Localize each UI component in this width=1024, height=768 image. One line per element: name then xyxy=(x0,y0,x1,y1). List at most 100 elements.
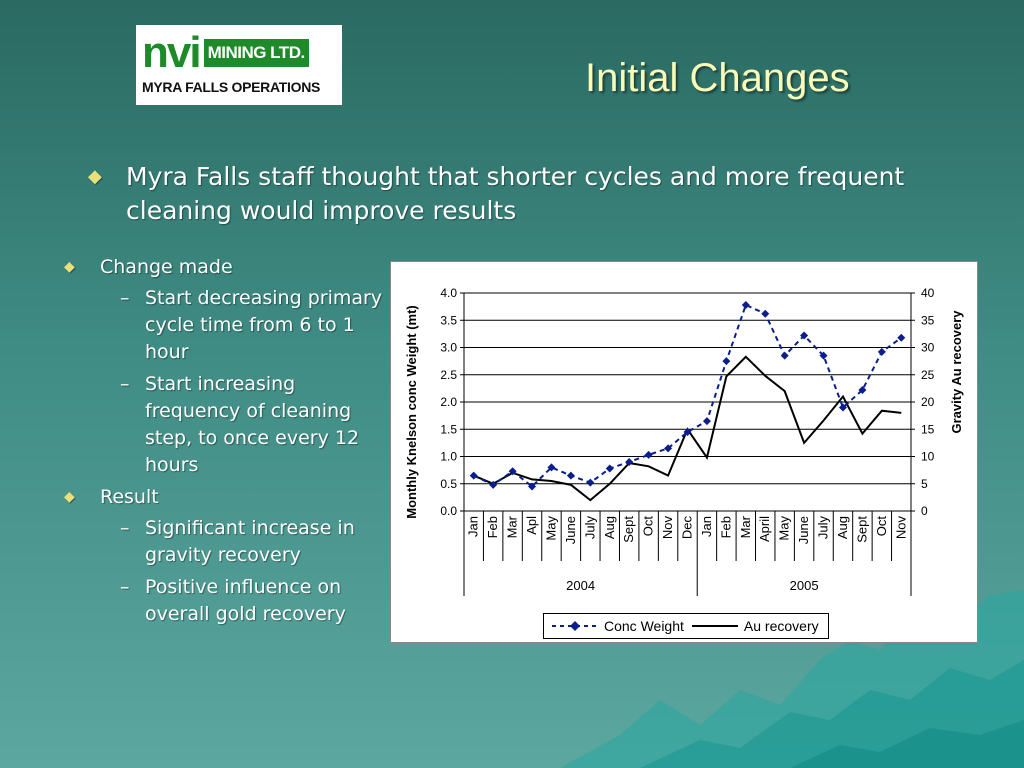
legend-label: Au recovery xyxy=(743,618,819,634)
diamond-bullet-icon: ◆ xyxy=(64,259,75,275)
x-tick-label: May xyxy=(543,516,558,541)
legend-dashed-diamond-icon xyxy=(552,621,598,631)
logo-brand: nvi xyxy=(142,28,202,77)
x-tick-label: Aug xyxy=(835,516,850,539)
x-tick-label: Oct xyxy=(874,516,889,537)
data-point-conc-weight xyxy=(508,467,517,476)
sub-bullet-text: Positive influence on overall gold recov… xyxy=(145,576,346,625)
y2-tick-label: 0 xyxy=(921,504,928,518)
dash-bullet-icon: – xyxy=(120,373,130,395)
x-tick-label: July xyxy=(816,516,831,540)
data-point-conc-weight xyxy=(683,427,692,436)
bullet-text: Change made xyxy=(100,256,233,278)
x-tick-label: Nov xyxy=(660,516,675,540)
slide-title: Initial Changes xyxy=(585,56,850,100)
x-tick-label: Jan xyxy=(466,516,481,537)
y-axis-title: Monthly Knelson conc Weight (mt) xyxy=(404,305,419,519)
x-tick-label: Apl xyxy=(524,516,539,535)
x-tick-label: Aug xyxy=(602,516,617,539)
x-tick-label: Mar xyxy=(505,515,520,538)
y-tick-label: 3.0 xyxy=(440,341,457,355)
data-point-conc-weight xyxy=(722,357,731,366)
data-point-conc-weight xyxy=(838,403,847,412)
legend-item-conc: Conc Weight xyxy=(550,618,684,634)
x-tick-label: June xyxy=(796,516,811,544)
chart-panel: 0.0 0.5 1.0 1.5 2.0 2.5 3.0 3.5 4.0 0 5 10 15 20 25 30 3… xyxy=(390,261,978,643)
data-point-conc-weight xyxy=(819,351,828,360)
data-point-conc-weight xyxy=(528,482,537,491)
bullet-result: ◆ Result xyxy=(60,484,390,511)
data-point-conc-weight xyxy=(780,351,789,360)
series-line-conc-weight xyxy=(473,303,902,488)
side-bullets: ◆ Change made – Start decreasing primary… xyxy=(60,254,390,633)
x-tick-label: April xyxy=(757,516,772,542)
y-tick-label: 1.5 xyxy=(440,422,457,436)
dash-bullet-icon: – xyxy=(120,287,130,309)
y-tick-label: 0.5 xyxy=(440,477,457,491)
logo-name: MINING LTD. xyxy=(203,39,309,67)
x-tick-label: Nov xyxy=(893,516,908,540)
company-logo: nvi MINING LTD. MYRA FALLS OPERATIONS xyxy=(136,25,342,105)
sub-bullet: – Significant increase in gravity recove… xyxy=(60,515,390,569)
diamond-bullet-icon: ◆ xyxy=(88,166,102,187)
data-point-conc-weight xyxy=(858,386,867,395)
bullet-text: Result xyxy=(100,486,159,508)
legend-solid-line-icon xyxy=(691,625,738,627)
x-tick-label: Mar xyxy=(738,515,753,538)
sub-bullet-text: Start increasing frequency of cleaning s… xyxy=(145,373,360,476)
x-tick-label: May xyxy=(777,516,792,541)
data-point-conc-weight xyxy=(664,444,673,453)
data-point-conc-weight xyxy=(489,480,498,489)
y2-tick-label: 30 xyxy=(921,341,935,355)
y-tick-label: 0.0 xyxy=(440,504,457,518)
diamond-bullet-icon: ◆ xyxy=(64,489,75,505)
chart-legend: Conc Weight Au recovery xyxy=(543,613,829,639)
sub-bullet: – Start decreasing primary cycle time fr… xyxy=(60,285,390,366)
x-tick-label: Jan xyxy=(699,516,714,537)
data-point-conc-weight xyxy=(702,417,711,426)
dash-bullet-icon: – xyxy=(120,517,130,539)
y-tick-label: 2.0 xyxy=(440,395,457,409)
y-tick-label: 2.5 xyxy=(440,368,457,382)
y-tick-label: 4.0 xyxy=(440,286,457,300)
data-point-conc-weight xyxy=(897,333,906,342)
logo-subtitle: MYRA FALLS OPERATIONS xyxy=(142,79,321,95)
x-tick-label: Sept xyxy=(621,516,636,543)
y2-tick-label: 35 xyxy=(921,313,935,327)
dash-bullet-icon: – xyxy=(120,576,130,598)
sub-bullet: – Start increasing frequency of cleaning… xyxy=(60,371,390,479)
legend-item-au: Au recovery xyxy=(690,618,819,634)
data-point-conc-weight xyxy=(761,309,770,318)
y2-tick-label: 40 xyxy=(921,286,935,300)
y2-tick-label: 10 xyxy=(921,450,935,464)
y2-tick-label: 25 xyxy=(921,368,935,382)
x-tick-label: Feb xyxy=(718,516,733,538)
group-label: 2004 xyxy=(566,578,595,593)
y2-tick-label: 5 xyxy=(921,477,928,491)
sub-bullet-text: Start decreasing primary cycle time from… xyxy=(145,287,383,363)
x-tick-label: Oct xyxy=(641,516,656,537)
data-point-conc-weight xyxy=(605,464,614,473)
y-tick-label: 3.5 xyxy=(440,313,457,327)
data-point-conc-weight xyxy=(877,347,886,356)
main-bullet-text: Myra Falls staff thought that shorter cy… xyxy=(126,162,905,225)
y2-axis-title: Gravity Au recovery xyxy=(949,310,964,434)
sub-bullet-text: Significant increase in gravity recovery xyxy=(145,517,355,566)
data-point-conc-weight xyxy=(741,300,750,309)
y2-tick-label: 15 xyxy=(921,422,935,436)
data-point-conc-weight xyxy=(625,457,634,466)
x-tick-label: Feb xyxy=(485,516,500,538)
legend-label: Conc Weight xyxy=(604,618,684,634)
y2-tick-label: 20 xyxy=(921,395,935,409)
x-tick-label: Sept xyxy=(854,516,869,543)
bullet-change-made: ◆ Change made xyxy=(60,254,390,281)
data-point-conc-weight xyxy=(469,471,478,480)
x-tick-label: Dec xyxy=(680,516,695,540)
data-point-conc-weight xyxy=(644,450,653,459)
data-point-conc-weight xyxy=(566,471,575,480)
x-tick-label: June xyxy=(563,516,578,544)
group-label: 2005 xyxy=(790,578,819,593)
data-point-conc-weight xyxy=(800,331,809,340)
sub-bullet: – Positive influence on overall gold rec… xyxy=(60,574,390,628)
y-tick-label: 1.0 xyxy=(440,450,457,464)
